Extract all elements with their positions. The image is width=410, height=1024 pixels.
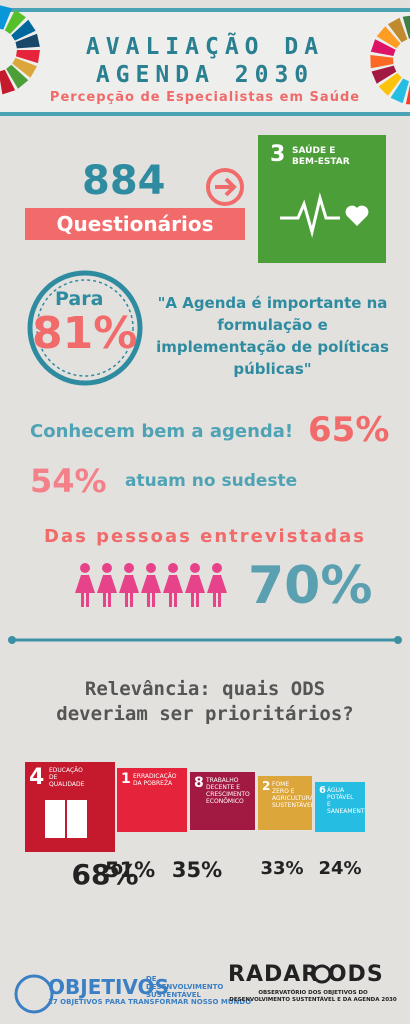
wheel-segment [390, 78, 409, 104]
divider-dot [8, 636, 16, 644]
wheel-segment [6, 64, 29, 89]
wheel-segment [387, 17, 408, 43]
wheel-segment [378, 72, 402, 96]
quote-circle [27, 270, 143, 386]
sdg-label: ERRADICAÇÃO DA POBREZA [133, 773, 177, 787]
women-icons [75, 563, 227, 607]
sdg-label: ÁGUA POTÁVEL E SANEAMENTO [327, 787, 365, 815]
wheel-segment [402, 15, 410, 39]
sdg-tile-text: 4 EDUCAÇÃO DE QUALIDADE [25, 762, 115, 852]
question: Relevância: quais ODS [84, 678, 326, 700]
header-band [0, 8, 410, 116]
woman-head [146, 563, 156, 573]
woman-body [207, 575, 227, 607]
sdg-percent: 68% [71, 858, 139, 891]
book-icon [45, 800, 87, 838]
fact-text: atuam no sudeste [125, 471, 298, 491]
woman-head [124, 563, 134, 573]
sdg-tile-text: 8 TRABALHO DECENTE E CRESCIMENTO ECONÔMIC… [190, 772, 255, 837]
sdg-number: 4 [29, 765, 45, 790]
quote-percent: 81% [32, 308, 138, 359]
sdg3-tile [258, 135, 386, 263]
quote-text: "A Agenda é importante na formulação e i… [156, 294, 389, 378]
woman-head [190, 563, 200, 573]
sdg-percent: 35% [171, 858, 223, 882]
subtitle: Percepção de Especialistas em Saúde [49, 90, 361, 105]
arrow-circle [206, 168, 244, 206]
woman-head [80, 563, 90, 573]
wheel-segment [15, 33, 40, 49]
sdg-wheel [370, 15, 410, 105]
footer-radar-sub: OBSERVATÓRIO DOS OBJETIVOS DO DESENVOLVI… [229, 990, 397, 1003]
wheel-segment [371, 65, 397, 84]
arrow [215, 177, 237, 197]
question: deveriam ser prioritários? [56, 703, 354, 725]
sdg3-label: BEM-ESTAR [292, 157, 350, 167]
wheel-segment [0, 5, 12, 30]
footer-radar: RADAR ODS [228, 962, 384, 987]
sdg-tile [190, 772, 255, 830]
sdg-tile [315, 782, 365, 832]
footer-tagline: 17 OBJETIVOS PARA TRANSFORMAR NOSSO MUND… [48, 998, 252, 1006]
footer-brand-sub: DE DESENVOLVIMENTO SUSTENTÁVEL [146, 975, 224, 999]
woman-head [102, 563, 112, 573]
divider-dot [394, 636, 402, 644]
woman-body [119, 575, 139, 607]
wheel-segment [370, 55, 394, 69]
woman-head [212, 563, 222, 573]
heartbeat [280, 192, 340, 238]
sdg-tile-text: 2 FOME ZERO E AGRICULTURA SUSTENTÁVEL [258, 776, 312, 830]
sdg-percent: 24% [318, 858, 362, 879]
sdg-number: 2 [262, 779, 271, 793]
sdg-number: 1 [121, 771, 131, 787]
wheel-segment [370, 39, 396, 56]
woman-body [185, 575, 205, 607]
women-text: Das pessoas entrevistadas [44, 526, 366, 547]
sdg-percent: 33% [260, 858, 304, 879]
sdg-tile [117, 768, 187, 832]
sdg-percent: 51% [104, 858, 156, 882]
sdg3-label: SAÚDE E [292, 146, 336, 156]
woman-body [75, 575, 95, 607]
title-line: AVALIAÇÃO DA [85, 34, 325, 60]
sdg-number: 6 [319, 785, 326, 796]
wheel-segment [16, 50, 40, 64]
fact-text: Conhecem bem a agenda! [30, 421, 294, 442]
wheel-segment [12, 57, 38, 78]
sdg-label: FOME ZERO E AGRICULTURA SUSTENTÁVEL [272, 781, 312, 809]
count: 884 [82, 158, 166, 204]
quote-circle-inner [36, 279, 134, 377]
fact-percent: 65% [308, 410, 390, 450]
title-line: AGENDA 2030 [95, 62, 315, 88]
wheel-segment [4, 9, 26, 34]
sdg-number: 8 [194, 775, 204, 791]
women-percent: 70% [248, 556, 373, 616]
sdg-wheel [0, 5, 40, 95]
wheel-segment [11, 19, 36, 41]
count-label: Questionários [25, 208, 245, 240]
sdg-label: EDUCAÇÃO DE QUALIDADE [49, 767, 85, 788]
radar-logo [312, 964, 332, 984]
heart [345, 205, 369, 226]
quote-prefix: Para [55, 288, 104, 310]
sdg-label: TRABALHO DECENTE E CRESCIMENTO ECONÔMICO [206, 777, 250, 805]
woman-body [141, 575, 161, 607]
sdg3-number: 3 [270, 142, 286, 167]
woman-head [168, 563, 178, 573]
wheel-segment [0, 69, 16, 95]
footer-brand: OBJETIVOS [48, 975, 169, 999]
sdg-tile [258, 776, 312, 830]
fact-percent: 54% [30, 462, 107, 500]
woman-body [163, 575, 183, 607]
sdg-tile-text: 1 ERRADICAÇÃO DA POBREZA [117, 768, 187, 838]
woman-body [97, 575, 117, 607]
un-logo [14, 974, 54, 1014]
wheel-segment [376, 26, 401, 49]
wheel-segment [405, 84, 410, 105]
